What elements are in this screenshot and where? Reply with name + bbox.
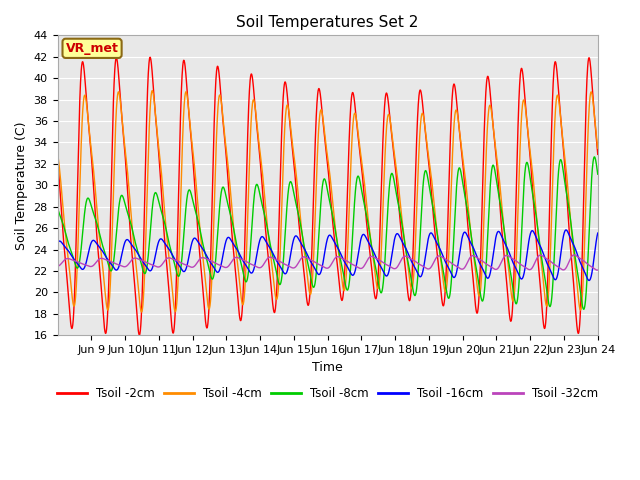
Tsoil -32cm bbox=[593, 267, 601, 273]
Legend: Tsoil -2cm, Tsoil -4cm, Tsoil -8cm, Tsoil -16cm, Tsoil -32cm: Tsoil -2cm, Tsoil -4cm, Tsoil -8cm, Tsoi… bbox=[52, 382, 603, 404]
Tsoil -2cm bbox=[108, 171, 115, 177]
Tsoil -16cm bbox=[54, 240, 61, 246]
Text: VR_met: VR_met bbox=[66, 42, 118, 55]
Tsoil -16cm bbox=[587, 276, 595, 282]
Tsoil -4cm bbox=[360, 179, 368, 185]
Tsoil -4cm bbox=[587, 91, 595, 96]
Line: Tsoil -16cm: Tsoil -16cm bbox=[58, 230, 598, 280]
Tsoil -2cm bbox=[147, 54, 154, 60]
Tsoil -16cm bbox=[521, 268, 529, 274]
Tsoil -32cm bbox=[521, 264, 529, 270]
Tsoil -2cm bbox=[587, 63, 595, 69]
Tsoil -4cm bbox=[138, 309, 145, 315]
X-axis label: Time: Time bbox=[312, 360, 343, 373]
Tsoil -32cm bbox=[594, 267, 602, 273]
Tsoil -16cm bbox=[360, 232, 368, 238]
Tsoil -32cm bbox=[490, 266, 498, 272]
Tsoil -2cm bbox=[54, 154, 61, 160]
Tsoil -8cm bbox=[586, 203, 594, 208]
Tsoil -8cm bbox=[108, 268, 115, 274]
Tsoil -2cm bbox=[521, 96, 529, 102]
Tsoil -2cm bbox=[225, 184, 232, 190]
Title: Soil Temperatures Set 2: Soil Temperatures Set 2 bbox=[236, 15, 419, 30]
Tsoil -8cm bbox=[521, 174, 529, 180]
Tsoil -32cm bbox=[586, 263, 594, 269]
Tsoil -16cm bbox=[490, 245, 498, 251]
Tsoil -4cm bbox=[594, 145, 602, 151]
Tsoil -8cm bbox=[580, 306, 588, 312]
Tsoil -8cm bbox=[224, 202, 232, 208]
Tsoil -16cm bbox=[594, 230, 602, 236]
Tsoil -2cm bbox=[594, 152, 602, 157]
Tsoil -32cm bbox=[54, 264, 61, 269]
Tsoil -32cm bbox=[224, 264, 232, 269]
Tsoil -8cm bbox=[490, 164, 498, 170]
Tsoil -4cm bbox=[521, 102, 529, 108]
Line: Tsoil -4cm: Tsoil -4cm bbox=[58, 91, 598, 312]
Tsoil -8cm bbox=[54, 205, 61, 211]
Tsoil -8cm bbox=[591, 154, 598, 160]
Line: Tsoil -32cm: Tsoil -32cm bbox=[58, 255, 598, 270]
Tsoil -4cm bbox=[225, 167, 232, 173]
Tsoil -4cm bbox=[491, 136, 499, 142]
Tsoil -2cm bbox=[491, 137, 499, 143]
Tsoil -8cm bbox=[594, 171, 602, 177]
Tsoil -4cm bbox=[54, 149, 61, 155]
Tsoil -2cm bbox=[360, 195, 368, 201]
Tsoil -16cm bbox=[108, 262, 115, 267]
Tsoil -16cm bbox=[224, 235, 232, 240]
Tsoil -4cm bbox=[148, 88, 156, 94]
Tsoil -4cm bbox=[108, 252, 115, 258]
Y-axis label: Soil Temperature (C): Soil Temperature (C) bbox=[15, 121, 28, 250]
Line: Tsoil -8cm: Tsoil -8cm bbox=[58, 157, 598, 309]
Tsoil -16cm bbox=[585, 277, 593, 283]
Line: Tsoil -2cm: Tsoil -2cm bbox=[58, 57, 598, 335]
Tsoil -32cm bbox=[108, 259, 115, 264]
Tsoil -16cm bbox=[562, 227, 570, 233]
Tsoil -32cm bbox=[360, 264, 368, 269]
Tsoil -32cm bbox=[570, 252, 578, 258]
Tsoil -2cm bbox=[136, 332, 143, 338]
Tsoil -8cm bbox=[360, 199, 368, 205]
